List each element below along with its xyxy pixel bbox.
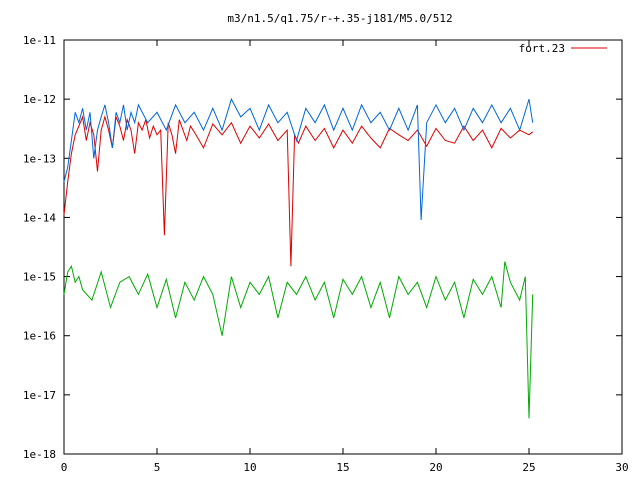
x-tick-label: 10 xyxy=(243,461,256,474)
y-tick-label: 1e-16 xyxy=(23,330,56,343)
x-axis: 0 5 10 15 20 25 30 xyxy=(61,40,629,474)
x-tick-label: 30 xyxy=(615,461,628,474)
legend: fort.23 xyxy=(519,42,607,55)
series-line-1 xyxy=(63,115,534,267)
x-tick-label: 5 xyxy=(154,461,161,474)
y-tick-label: 1e-17 xyxy=(23,389,56,402)
series-line-2 xyxy=(63,97,534,221)
legend-label: fort.23 xyxy=(519,42,565,55)
plot-frame xyxy=(63,39,623,455)
y-tick-label: 1e-15 xyxy=(23,271,56,284)
y-tick-label: 1e-14 xyxy=(23,211,56,224)
series-layer xyxy=(63,97,534,419)
series-line-3 xyxy=(63,261,534,419)
chart-title: m3/n1.5/q1.75/r-+.35-j181/M5.0/512 xyxy=(227,12,452,25)
y-tick-label: 1e-11 xyxy=(23,34,56,47)
y-tick-label: 1e-18 xyxy=(23,448,56,461)
x-tick-label: 20 xyxy=(429,461,442,474)
x-tick-label: 25 xyxy=(522,461,535,474)
y-tick-label: 1e-13 xyxy=(23,152,56,165)
x-tick-label: 0 xyxy=(61,461,68,474)
x-tick-label: 15 xyxy=(336,461,349,474)
y-axis: 1e-18 1e-17 1e-16 1e-15 1e-14 1e-13 1e-12 1e-11 xyxy=(23,34,622,461)
y-tick-label: 1e-12 xyxy=(23,93,56,106)
